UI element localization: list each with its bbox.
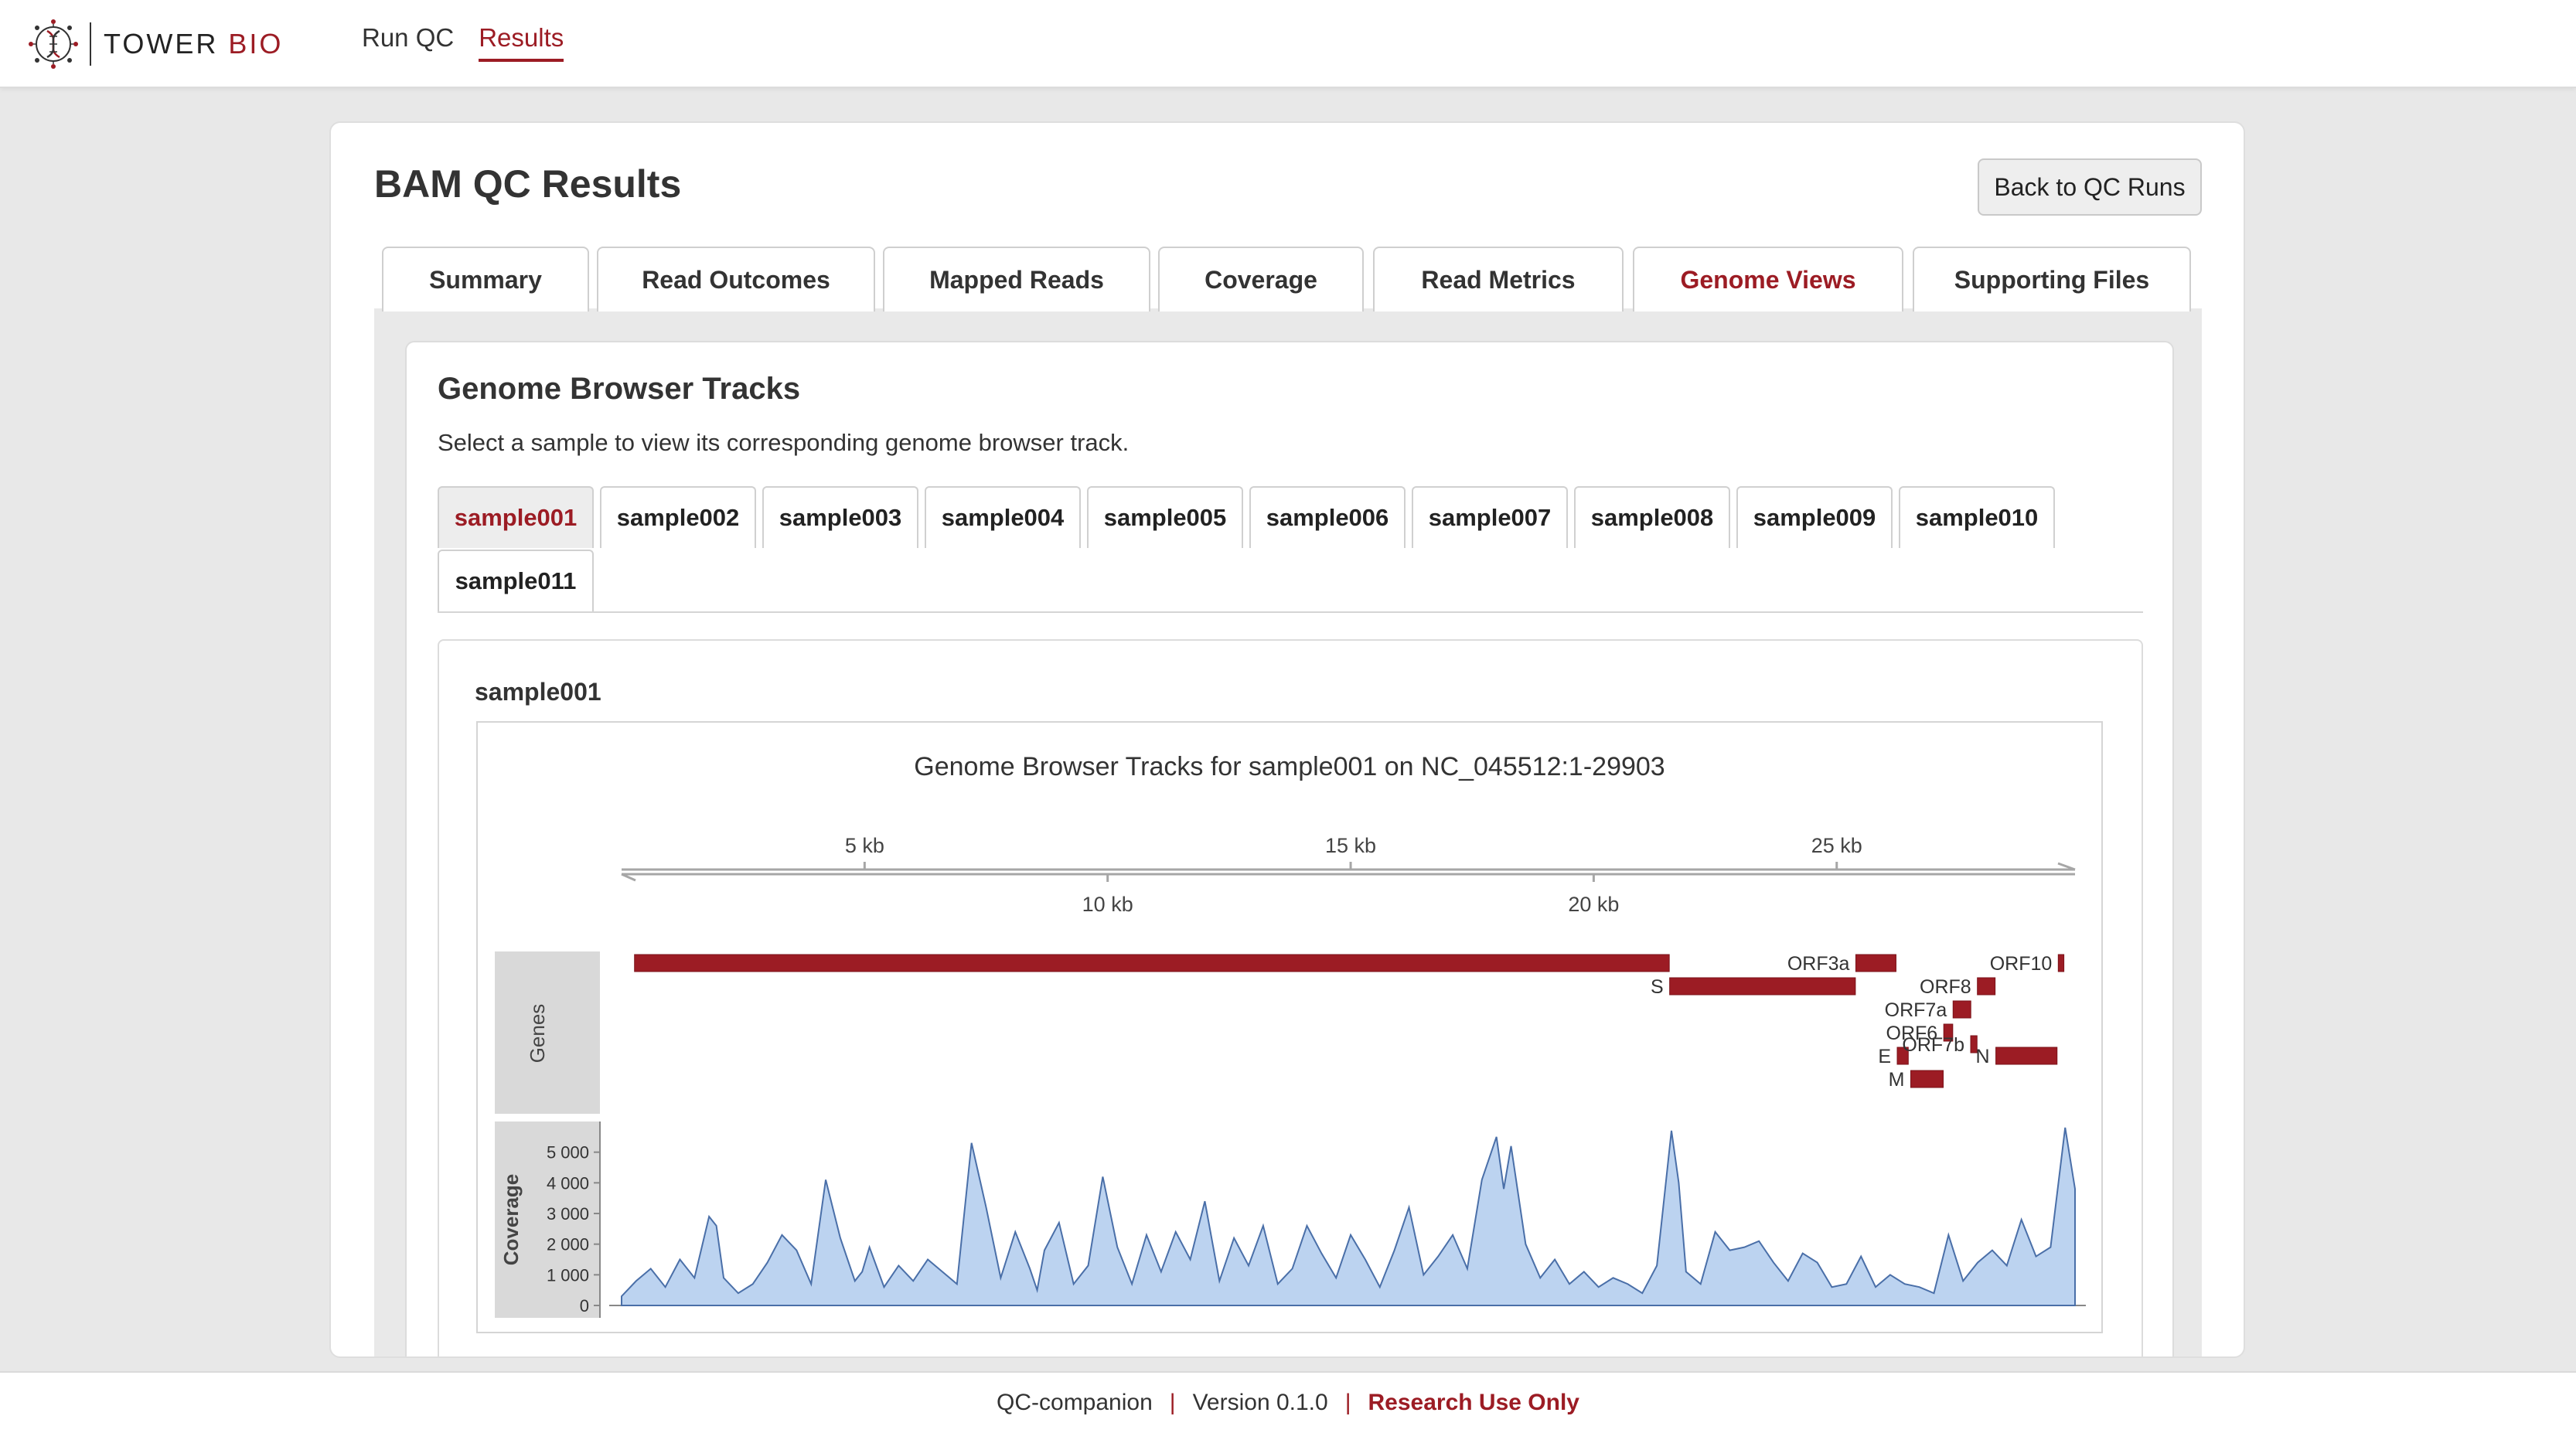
brand-name: TOWER BIO [104,28,283,60]
tab-read-outcomes[interactable]: Read Outcomes [597,247,875,311]
gene-label: ORF10 [1990,953,2053,975]
gene-feature [1669,977,1856,996]
sample-tab-sample008[interactable]: sample008 [1574,486,1730,548]
footer-separator: | [1344,1390,1351,1415]
sample-tab-sample009[interactable]: sample009 [1736,486,1893,548]
axis-tick-label: 20 kb [1568,893,1619,916]
sample-tab-sample002[interactable]: sample002 [600,486,756,548]
gene-feature [1855,954,1896,972]
coverage-area [621,1127,2076,1306]
footer-app-name: QC-companion [997,1390,1153,1415]
gene-feature [1977,977,1996,996]
gene-feature [1896,1047,1909,1065]
coverage-y-tick-label: 2 000 [547,1235,589,1254]
coverage-y-tick-label: 1 000 [547,1265,589,1285]
coverage-y-tick-label: 5 000 [547,1143,589,1162]
axis-arrow-right [2057,862,2076,871]
sample-tab-sample003[interactable]: sample003 [762,486,918,548]
tab-read-metrics[interactable]: Read Metrics [1373,247,1624,311]
track-card: sample001 Genome Browser Tracks for samp… [438,639,2143,1356]
gene-label: ORF6 [1886,1023,1938,1044]
section-title: Genome Browser Tracks [438,372,801,406]
genes-track-label: Genes [526,1004,549,1064]
gene-feature [634,954,1670,972]
sample-tab-sample005[interactable]: sample005 [1087,486,1243,548]
coverage-track-label: Coverage [499,1174,523,1266]
dna-globe-icon [29,19,78,69]
app-header: TOWER BIO Run QC Results [0,0,2576,88]
gene-feature [1952,1000,1971,1019]
brand-name-accent: BIO [228,28,284,60]
sample-tab-sample007[interactable]: sample007 [1412,486,1568,548]
tab-supporting-files[interactable]: Supporting Files [1913,247,2191,311]
coverage-y-tick-label: 0 [580,1296,589,1316]
gene-label: S [1651,976,1664,998]
genome-axis: 5 kb 10 kb 15 kb 20 kb 25 kb [621,834,2076,916]
axis-tick-label: 25 kb [1811,834,1862,857]
gene-label: ORF3a [1787,953,1850,975]
tab-summary[interactable]: Summary [382,247,589,311]
main-nav: Run QC Results [362,23,564,62]
axis-tick-label: 10 kb [1082,893,1133,916]
tab-coverage[interactable]: Coverage [1158,247,1364,311]
gene-feature [2057,954,2065,972]
results-card: BAM QC Results Back to QC Runs Summary R… [329,121,2245,1358]
gene-feature [1910,1070,1944,1088]
gene-label: ORF7a [1885,999,1947,1021]
sample-tab-sample006[interactable]: sample006 [1249,486,1406,548]
page-title: BAM QC Results [374,162,682,206]
sample-tab-sample010[interactable]: sample010 [1899,486,2055,548]
selected-sample-label: sample001 [475,678,601,706]
nav-results[interactable]: Results [479,23,564,62]
chart-title: Genome Browser Tracks for sample001 on N… [914,752,1665,781]
sample-tabs: sample001 sample002 sample003 sample004 … [438,486,2143,613]
gene-label: N [1976,1046,1990,1067]
genome-browser-plot[interactable]: Genome Browser Tracks for sample001 on N… [476,721,2103,1333]
brand-name-main: TOWER [104,28,219,60]
section-description: Select a sample to view its correspondin… [438,429,1130,456]
footer-research-use-only: Research Use Only [1368,1390,1579,1415]
logo-divider [90,22,91,66]
brand-logo[interactable]: TOWER BIO [26,17,283,71]
tab-genome-views[interactable]: Genome Views [1633,247,1903,311]
gene-feature [1970,1035,1978,1053]
sample-tab-sample011[interactable]: sample011 [438,550,594,611]
gene-label: ORF8 [1920,976,1971,998]
app-footer: QC-companion | Version 0.1.0 | Research … [0,1371,2576,1433]
coverage-y-tick-label: 4 000 [547,1173,589,1193]
footer-version: Version 0.1.0 [1192,1390,1328,1415]
gene-label: M [1889,1069,1905,1091]
nav-run-qc[interactable]: Run QC [362,23,455,52]
genome-browser-svg: Genome Browser Tracks for sample001 on N… [495,752,2086,1318]
sample-tab-sample001[interactable]: sample001 [438,486,594,548]
axis-tick-label: 5 kb [845,834,884,857]
sample-tab-sample004[interactable]: sample004 [925,486,1081,548]
gene-label: E [1878,1046,1891,1067]
coverage-y-tick-label: 3 000 [547,1204,589,1224]
back-to-qc-runs-button[interactable]: Back to QC Runs [1978,158,2202,216]
gene-feature [1943,1023,1954,1042]
gene-label: ORF7b [1902,1034,1964,1056]
axis-tick-label: 15 kb [1325,834,1376,857]
coverage-track-header [495,1122,600,1318]
tab-mapped-reads[interactable]: Mapped Reads [883,247,1150,311]
coverage-track: Coverage 0 1 000 2 000 3 000 4 000 5 000 [495,1122,2086,1318]
genes-track-header [495,951,600,1114]
footer-separator: | [1169,1390,1176,1415]
gene-feature [1995,1047,2058,1065]
axis-arrow-left [621,873,636,882]
genome-browser-section: Genome Browser Tracks Select a sample to… [405,341,2174,1356]
